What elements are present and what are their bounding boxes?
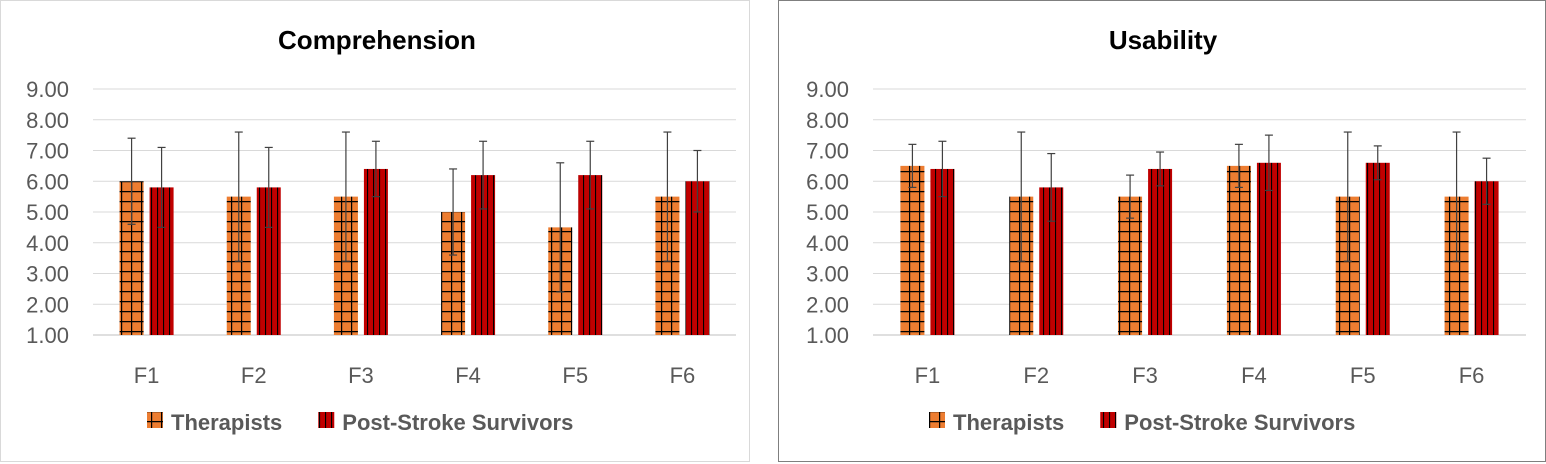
- bar-therapists-f3: [1118, 196, 1143, 335]
- chart-title: Comprehension: [278, 25, 476, 55]
- error-bar: [1264, 134, 1273, 192]
- x-tick-label: F3: [348, 363, 374, 388]
- y-tick-label: 5.00: [806, 200, 849, 225]
- legend-item: Post-Stroke Survivors: [318, 410, 573, 435]
- y-tick-label: 4.00: [806, 231, 849, 256]
- legend-label: Therapists: [171, 410, 282, 435]
- bar-survivors-f4: [1256, 162, 1281, 335]
- x-tick-label: F5: [562, 363, 588, 388]
- legend-label: Post-Stroke Survivors: [1124, 410, 1355, 435]
- y-tick-label: 1.00: [806, 323, 849, 348]
- legend-label: Therapists: [953, 410, 1064, 435]
- y-tick-label: 3.00: [26, 262, 69, 287]
- x-tick-label: F3: [1132, 363, 1158, 388]
- y-tick-label: 2.00: [26, 292, 69, 317]
- error-bar: [479, 140, 488, 210]
- error-bar: [1156, 151, 1165, 187]
- error-bar: [556, 162, 565, 293]
- x-tick-label: F2: [1023, 363, 1049, 388]
- y-tick-label: 3.00: [806, 262, 849, 287]
- x-tick-label: F6: [670, 363, 696, 388]
- error-bar: [127, 137, 136, 225]
- legend-item: Post-Stroke Survivors: [1100, 410, 1355, 435]
- legend-swatch: [147, 412, 163, 428]
- x-tick-label: F2: [241, 363, 267, 388]
- error-bar: [341, 131, 350, 262]
- y-tick-label: 1.00: [26, 323, 69, 348]
- usability-chart-panel: Usability 1.00 2.00 3.00 4.00 5.00 6.00 7.00 8.0…: [778, 0, 1546, 462]
- error-bar: [1343, 131, 1352, 262]
- y-tick-label: 7.00: [806, 139, 849, 164]
- y-tick-label: 9.00: [26, 77, 69, 102]
- x-tick-label: F6: [1459, 363, 1485, 388]
- bar-therapists-f4: [1226, 165, 1251, 335]
- x-tick-label: F1: [134, 363, 160, 388]
- legend-item: Therapists: [147, 410, 282, 435]
- x-tick-label: F5: [1350, 363, 1376, 388]
- error-bar: [1047, 152, 1056, 222]
- error-bar: [1452, 131, 1461, 262]
- legend-item: Therapists: [929, 410, 1064, 435]
- legend-swatch: [1100, 412, 1117, 428]
- x-tick-label: F1: [915, 363, 941, 388]
- chart-title: Usability: [1109, 25, 1218, 55]
- error-bar: [586, 140, 595, 210]
- y-tick-label: 6.00: [806, 169, 849, 194]
- bar-survivors-f6: [1474, 181, 1499, 335]
- error-bar: [663, 131, 672, 262]
- y-tick-label: 7.00: [26, 139, 69, 164]
- usability-chart: Usability 1.00 2.00 3.00 4.00 5.00 6.00 7.00 8.0…: [806, 25, 1526, 435]
- error-bar: [371, 140, 380, 198]
- error-bar: [1126, 174, 1135, 219]
- error-bar: [157, 146, 166, 228]
- error-bar: [1482, 157, 1491, 205]
- y-tick-label: 9.00: [806, 77, 849, 102]
- legend-swatch: [929, 412, 945, 428]
- error-bar: [1017, 131, 1026, 262]
- y-tick-label: 5.00: [26, 200, 69, 225]
- error-bar: [693, 149, 702, 213]
- bar-survivors-f5: [1365, 162, 1390, 335]
- error-bar: [1234, 143, 1243, 188]
- bar-survivors-f3: [1148, 168, 1173, 335]
- y-tick-label: 6.00: [26, 169, 69, 194]
- error-bar: [234, 131, 243, 262]
- y-tick-label: 8.00: [806, 108, 849, 133]
- comprehension-chart: Comprehension 1.00 2.00 3.00 4.00 5.00 6.00 7.0…: [26, 25, 736, 435]
- legend-label: Post-Stroke Survivors: [342, 410, 573, 435]
- error-bar: [264, 146, 273, 228]
- error-bar: [938, 140, 947, 198]
- error-bar: [908, 143, 917, 188]
- y-tick-label: 2.00: [806, 292, 849, 317]
- y-tick-label: 8.00: [26, 108, 69, 133]
- y-tick-label: 4.00: [26, 231, 69, 256]
- error-bar: [449, 168, 458, 256]
- comprehension-chart-panel: Comprehension 1.00 2.00 3.00 4.00 5.00 6.00 7.0…: [0, 0, 750, 462]
- x-tick-label: F4: [455, 363, 481, 388]
- x-tick-label: F4: [1241, 363, 1267, 388]
- error-bar: [1373, 145, 1382, 181]
- bar-therapists-f1: [900, 165, 925, 335]
- legend-swatch: [318, 412, 335, 428]
